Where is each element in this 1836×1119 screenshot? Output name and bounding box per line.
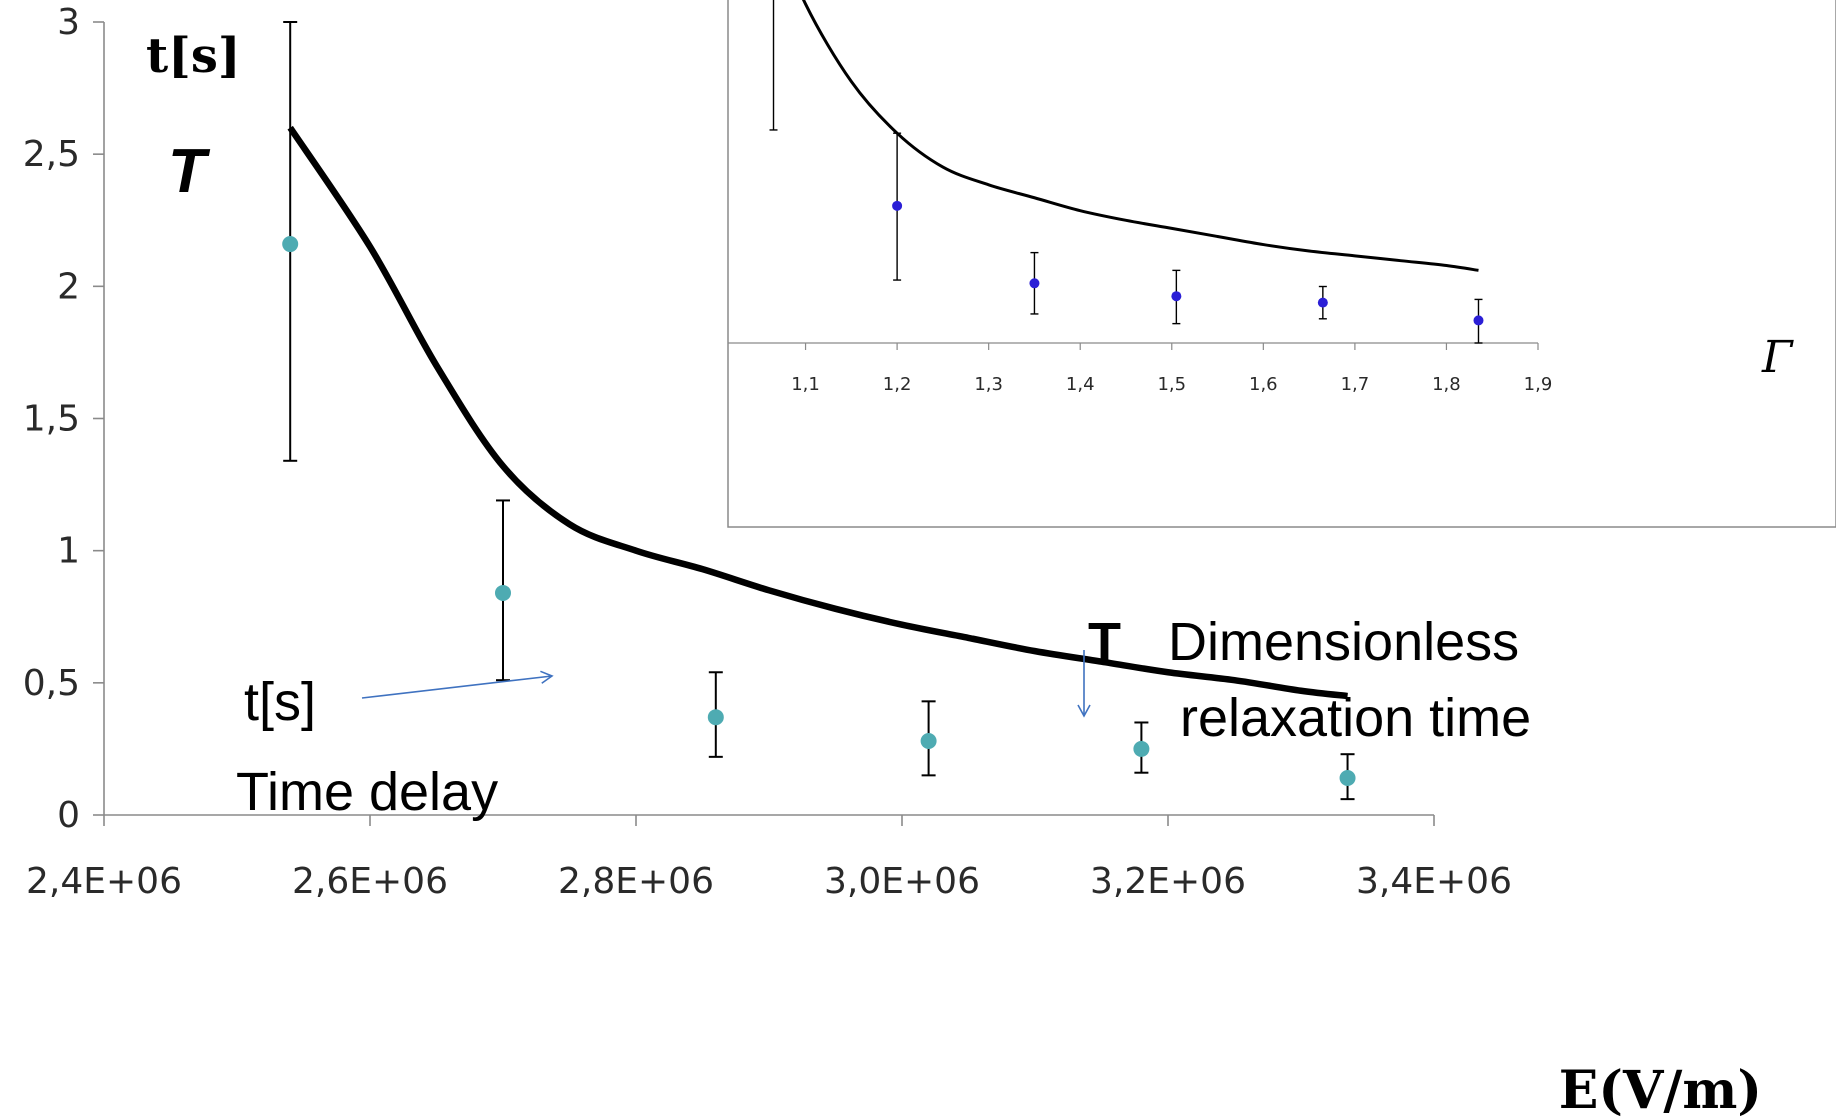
x-tick-label: 2,4E+06 bbox=[26, 861, 182, 902]
y-tick-label: 0 bbox=[57, 795, 80, 836]
main-y-axis-symbol: T bbox=[168, 137, 211, 206]
inset-frame bbox=[727, 0, 1836, 528]
x-tick-label: 1,8 bbox=[1432, 374, 1461, 395]
point-marker bbox=[495, 584, 511, 601]
x-tick-label: 3,4E+06 bbox=[1356, 861, 1512, 902]
x-tick-label: 1,9 bbox=[1524, 374, 1553, 395]
x-tick-label: 1,5 bbox=[1157, 374, 1186, 395]
main-x-ticks: 2,4E+06 2,6E+06 2,8E+06 3,0E+06 3,2E+06 3,4E+… bbox=[26, 815, 1512, 902]
x-tick-label: 3,2E+06 bbox=[1090, 861, 1246, 902]
data-point bbox=[707, 671, 724, 758]
point-marker bbox=[1029, 278, 1040, 289]
data-point bbox=[495, 499, 511, 682]
x-tick-label: 1 bbox=[708, 374, 719, 395]
y-tick-label: 2 bbox=[681, 10, 692, 31]
inset-x-axis-title: Γ bbox=[1761, 332, 1794, 383]
data-point bbox=[1029, 251, 1040, 315]
x-tick-label: 1,6 bbox=[1249, 374, 1278, 395]
data-point bbox=[920, 700, 937, 777]
inset-point-series bbox=[769, 0, 1484, 344]
x-tick-label: 1,3 bbox=[974, 374, 1003, 395]
curve-label: T bbox=[1088, 612, 1121, 672]
x-tick-label: 3,0E+06 bbox=[824, 861, 980, 902]
curve-line bbox=[801, 0, 1479, 272]
data-point bbox=[1473, 298, 1484, 344]
y-tick-label: 0,5 bbox=[23, 663, 80, 704]
main-x-axis-title: E(V/m) bbox=[1559, 1060, 1762, 1119]
y-tick-label: 1,5 bbox=[23, 399, 80, 440]
data-point bbox=[769, 0, 778, 131]
curve-description-line-1: Dimensionless bbox=[1168, 612, 1519, 672]
point-marker bbox=[707, 709, 724, 726]
point-series-description: Time delay bbox=[236, 762, 498, 822]
data-point bbox=[1171, 269, 1182, 325]
inset-curve-series bbox=[801, 0, 1479, 272]
x-tick-label: 2,6E+06 bbox=[292, 861, 448, 902]
y-tick-label: 3 bbox=[57, 2, 80, 43]
curve-line bbox=[287, 125, 1348, 700]
y-tick-label: 1 bbox=[681, 172, 692, 193]
inset-axes bbox=[728, 342, 1538, 344]
inset-y-ticks: 0 0,5 1 1,5 2 bbox=[663, 10, 714, 354]
inset-x-ticks: 1 1,1 1,2 1,3 1,4 1,5 1,6 1,7 1,8 1,9 bbox=[708, 343, 1553, 395]
main-curve-series bbox=[287, 125, 1348, 700]
main-y-axis-title: t[s] bbox=[146, 28, 241, 84]
x-tick-label: 2,8E+06 bbox=[558, 861, 714, 902]
y-tick-label: 1,5 bbox=[663, 91, 692, 112]
point-series-label: t[s] bbox=[244, 672, 316, 732]
data-point bbox=[1317, 285, 1328, 320]
x-tick-label: 1,1 bbox=[791, 374, 820, 395]
inset-chart: 1 1,1 1,2 1,3 1,4 1,5 1,6 1,7 1,8 1,9 0 0,5 1 1,5 2 Γ bbox=[663, 0, 1836, 528]
point-marker bbox=[892, 200, 903, 211]
y-tick-label: 2 bbox=[57, 266, 80, 307]
x-tick-label: 1,2 bbox=[883, 374, 912, 395]
point-marker bbox=[1133, 740, 1150, 757]
point-marker bbox=[1317, 297, 1328, 308]
point-marker bbox=[1339, 769, 1356, 786]
data-point bbox=[282, 21, 299, 462]
y-tick-label: 1 bbox=[57, 531, 80, 572]
main-chart: 2,4E+06 2,6E+06 2,8E+06 3,0E+06 3,2E+06 3,4E+… bbox=[23, 2, 1512, 902]
main-point-series bbox=[282, 21, 1356, 801]
x-tick-label: 1,7 bbox=[1341, 374, 1370, 395]
x-tick-label: 1,4 bbox=[1066, 374, 1095, 395]
y-tick-label: 0 bbox=[681, 333, 692, 354]
curve-description-line-2: relaxation time bbox=[1180, 688, 1531, 748]
main-y-ticks: 0 0,5 1 1,5 2 2,5 3 bbox=[23, 2, 104, 836]
point-marker bbox=[1171, 291, 1182, 302]
point-marker bbox=[282, 236, 299, 253]
data-point bbox=[1133, 721, 1150, 774]
point-marker bbox=[920, 732, 937, 749]
data-point bbox=[892, 132, 903, 281]
y-tick-label: 0,5 bbox=[663, 252, 692, 273]
point-marker bbox=[1473, 315, 1484, 326]
point-series-arrow bbox=[361, 670, 554, 699]
y-tick-label: 2,5 bbox=[23, 134, 80, 175]
data-point bbox=[1339, 753, 1356, 801]
